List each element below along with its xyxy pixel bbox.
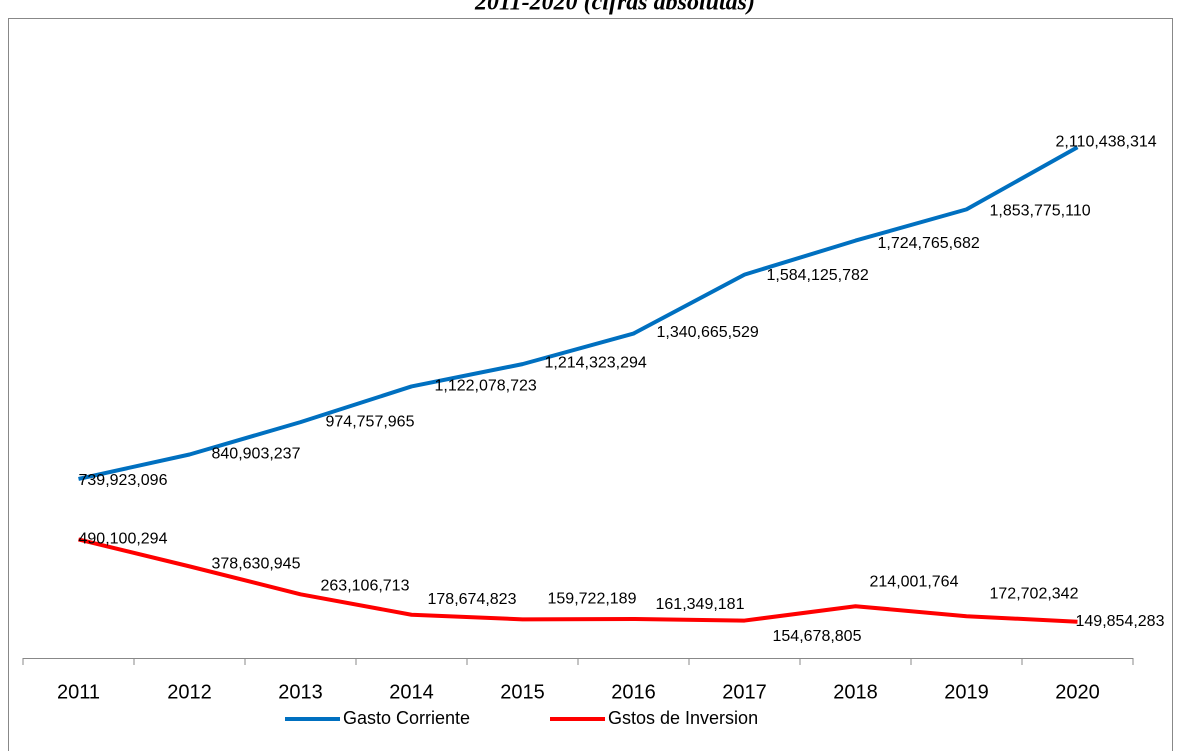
x-tick-label: 2011 — [57, 681, 100, 703]
x-tick-label: 2020 — [1055, 681, 1100, 703]
x-tick-label: 2014 — [389, 681, 434, 703]
data-label: 840,903,237 — [212, 446, 301, 463]
data-label: 263,106,713 — [321, 578, 410, 595]
data-label: 1,584,125,782 — [767, 267, 869, 284]
x-tick-label: 2015 — [500, 681, 545, 703]
data-label: 178,674,823 — [428, 591, 517, 608]
data-label: 2,110,438,314 — [1056, 133, 1157, 150]
data-label: 161,349,181 — [656, 596, 745, 613]
chart-title: 2011-2020 (cifras absolutas) — [474, 0, 755, 16]
data-label: 1,853,775,110 — [990, 203, 1091, 220]
series-line — [78, 537, 1078, 624]
data-label: 1,122,078,723 — [435, 378, 537, 395]
legend-label: Gstos de Inversion — [608, 708, 758, 728]
x-tick-label: 2013 — [278, 681, 323, 703]
x-tick-label: 2018 — [833, 681, 878, 703]
data-label: 490,100,294 — [79, 531, 168, 548]
data-label: 378,630,945 — [212, 556, 301, 573]
data-label: 172,702,342 — [990, 585, 1079, 602]
data-label: 159,722,189 — [548, 591, 637, 608]
data-label: 1,214,323,294 — [545, 354, 647, 371]
series-line — [78, 145, 1079, 481]
data-label: 214,001,764 — [870, 573, 959, 590]
x-tick-label: 2012 — [167, 681, 212, 703]
data-label: 974,757,965 — [326, 413, 415, 430]
x-tick-label: 2016 — [611, 681, 656, 703]
x-tick-label: 2017 — [722, 681, 767, 703]
data-label: 1,724,765,682 — [878, 235, 980, 252]
data-label: 1,340,665,529 — [657, 324, 759, 341]
legend-label: Gasto Corriente — [343, 708, 470, 728]
data-label: 149,854,283 — [1076, 613, 1165, 630]
data-label: 739,923,096 — [79, 472, 168, 489]
data-label: 154,678,805 — [773, 628, 862, 645]
x-tick-label: 2019 — [944, 681, 989, 703]
chart-border — [8, 18, 1173, 756]
